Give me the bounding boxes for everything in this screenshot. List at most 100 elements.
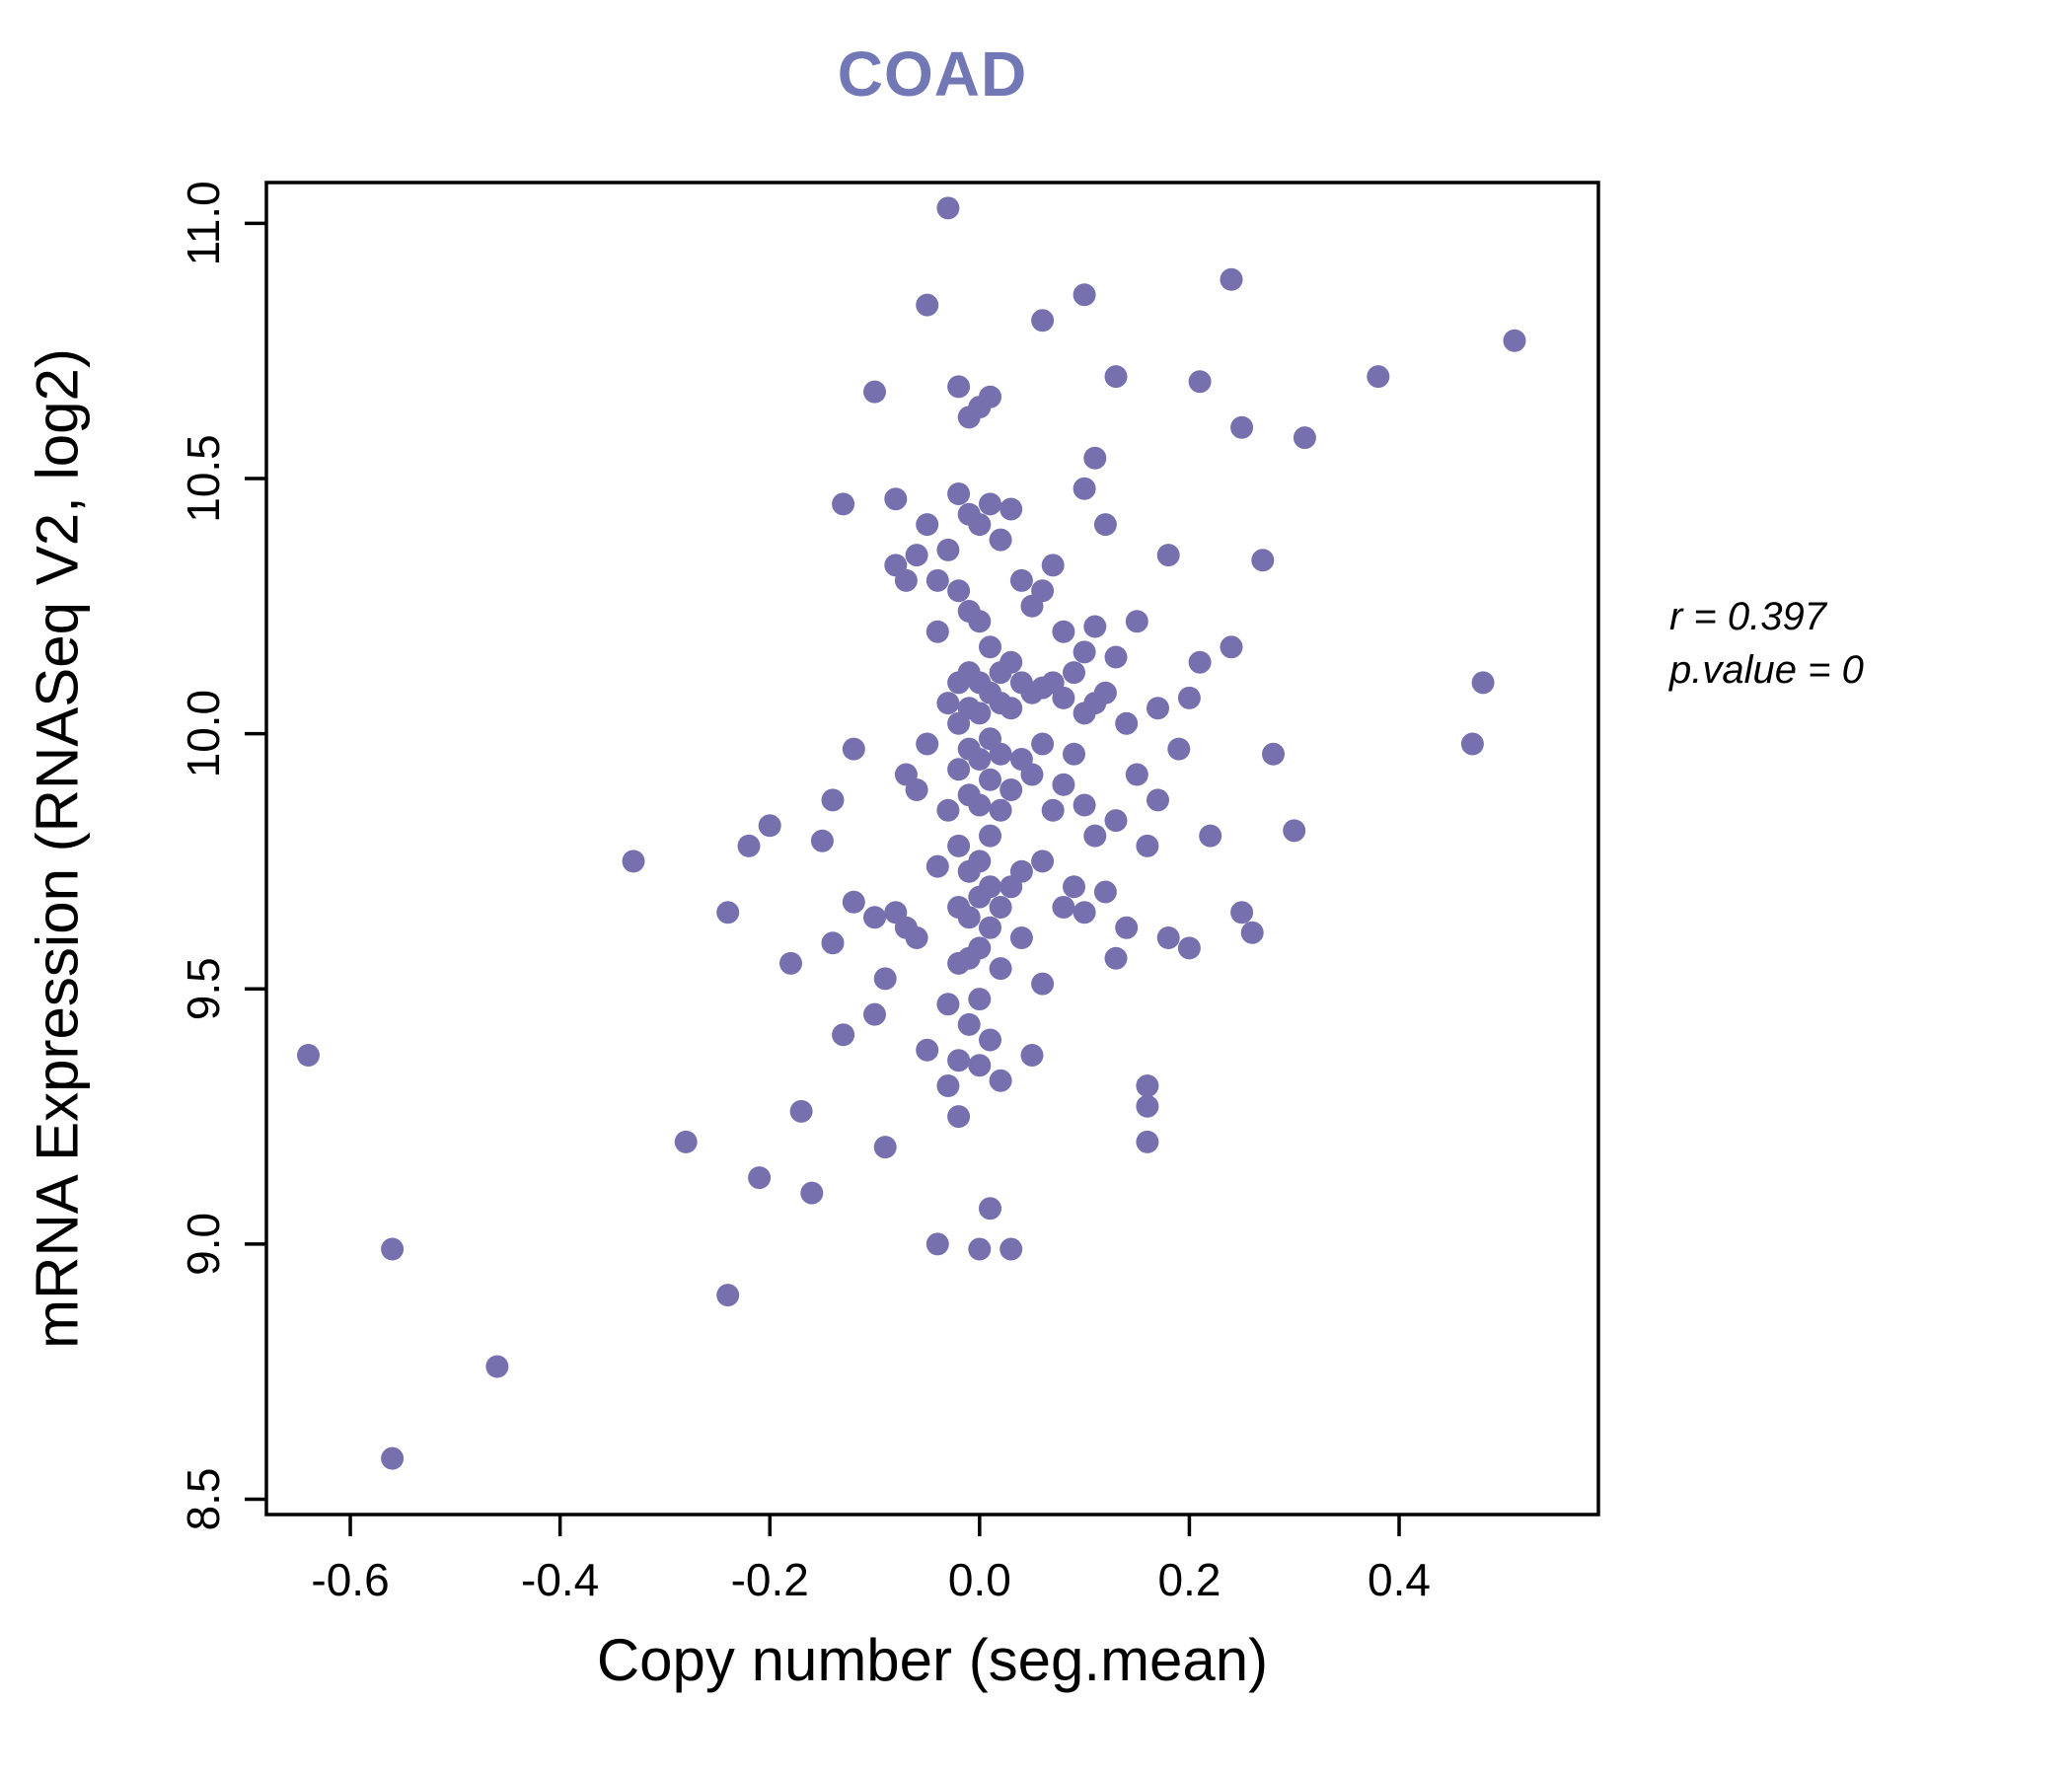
- data-point: [979, 492, 1001, 516]
- data-point: [1041, 798, 1065, 822]
- data-point: [789, 1099, 813, 1123]
- data-point: [979, 824, 1001, 848]
- data-point: [1167, 737, 1191, 761]
- data-point: [936, 196, 960, 220]
- data-point: [989, 957, 1012, 981]
- data-point: [968, 793, 992, 817]
- data-point: [957, 906, 981, 929]
- y-tick-label: 9.0: [178, 1213, 229, 1276]
- data-point: [674, 1130, 698, 1153]
- data-point: [622, 850, 645, 873]
- data-point: [1460, 732, 1484, 756]
- data-point: [1136, 834, 1159, 857]
- data-point: [1199, 824, 1222, 848]
- data-point: [1073, 283, 1096, 307]
- data-point: [381, 1237, 405, 1261]
- data-point: [968, 702, 992, 725]
- data-point: [968, 936, 992, 960]
- data-point: [947, 834, 971, 857]
- x-tick-label: 0.2: [1157, 1554, 1221, 1605]
- data-point: [748, 1166, 772, 1190]
- data-point: [936, 1074, 960, 1097]
- data-point: [947, 758, 971, 781]
- x-tick-label: 0.0: [948, 1554, 1011, 1605]
- y-tick-label: 11.0: [178, 181, 229, 265]
- data-point: [1063, 742, 1085, 766]
- y-tick-label: 10.5: [178, 434, 229, 523]
- data-point: [1177, 936, 1201, 960]
- data-point: [1125, 763, 1148, 786]
- data-point: [779, 951, 802, 975]
- data-point: [1188, 370, 1212, 394]
- data-point: [1031, 579, 1055, 603]
- data-point: [925, 854, 949, 878]
- x-tick-label: -0.2: [731, 1554, 809, 1605]
- data-point: [1251, 549, 1275, 572]
- data-point: [1136, 1094, 1159, 1118]
- data-point: [916, 732, 939, 756]
- x-tick-label: -0.6: [311, 1554, 389, 1605]
- data-point: [1031, 972, 1055, 996]
- data-point: [979, 635, 1001, 659]
- data-point: [968, 1237, 992, 1261]
- data-point: [1063, 661, 1085, 685]
- data-point: [979, 768, 1001, 791]
- data-point: [821, 931, 845, 955]
- data-point: [1052, 896, 1075, 919]
- data-point: [947, 482, 971, 505]
- x-axis-title: Copy number (seg.mean): [596, 1627, 1269, 1693]
- data-point: [1073, 640, 1096, 664]
- data-point: [1293, 426, 1316, 450]
- data-point: [916, 293, 939, 317]
- data-point: [1083, 824, 1107, 848]
- data-point: [1240, 921, 1264, 944]
- data-point: [1009, 568, 1033, 592]
- data-point: [1020, 763, 1044, 786]
- data-point: [1220, 635, 1243, 659]
- data-point: [842, 890, 865, 914]
- data-point: [947, 1105, 971, 1129]
- data-point: [1104, 645, 1128, 669]
- data-point: [1147, 788, 1169, 812]
- data-point: [947, 1049, 971, 1073]
- data-point: [999, 778, 1023, 801]
- data-point: [842, 737, 865, 761]
- data-point: [989, 798, 1012, 822]
- x-tick-label: -0.4: [521, 1554, 599, 1605]
- data-point: [936, 798, 960, 822]
- data-point: [999, 650, 1023, 674]
- data-point: [979, 1197, 1001, 1221]
- data-point: [1188, 650, 1212, 674]
- correlation-annotation: r = 0.397 p.value = 0: [1669, 590, 1864, 697]
- data-point: [999, 697, 1023, 720]
- data-point: [905, 926, 928, 949]
- data-point: [1147, 697, 1169, 720]
- data-point: [873, 967, 897, 991]
- data-point: [1073, 477, 1096, 500]
- data-point: [1115, 711, 1139, 735]
- data-point: [989, 1069, 1012, 1092]
- data-point: [1073, 793, 1096, 817]
- data-point: [737, 834, 761, 857]
- data-point: [905, 544, 928, 567]
- data-point: [916, 513, 939, 537]
- data-point: [925, 620, 949, 643]
- data-point: [916, 1038, 939, 1062]
- data-point: [863, 906, 886, 929]
- data-point: [1136, 1074, 1159, 1097]
- p-value-text: p.value = 0: [1669, 648, 1864, 692]
- data-point: [1083, 446, 1107, 470]
- data-point: [884, 487, 908, 511]
- data-point: [1104, 809, 1128, 833]
- data-point: [1083, 615, 1107, 638]
- data-point: [1093, 880, 1117, 904]
- data-point: [873, 1136, 897, 1159]
- data-point: [989, 528, 1012, 552]
- data-point: [1041, 554, 1065, 577]
- data-point: [989, 896, 1012, 919]
- data-point: [1115, 916, 1139, 939]
- data-point: [925, 568, 949, 592]
- data-point: [968, 1054, 992, 1077]
